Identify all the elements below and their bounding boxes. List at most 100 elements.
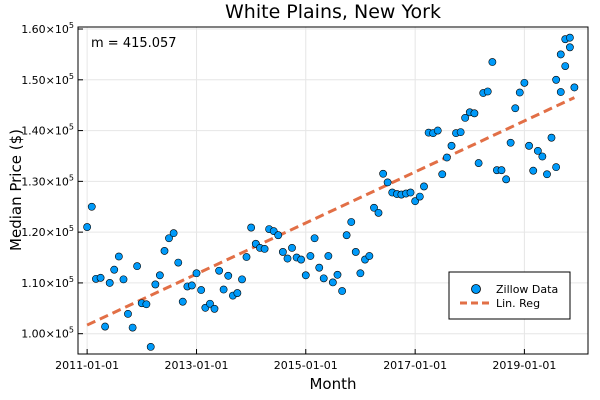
data-point xyxy=(383,178,392,187)
data-point xyxy=(219,285,228,294)
data-point xyxy=(556,50,565,59)
data-point xyxy=(110,265,119,274)
data-point xyxy=(119,275,128,284)
data-point xyxy=(483,87,492,96)
plot-frame xyxy=(77,26,589,355)
data-point xyxy=(461,113,470,122)
data-point xyxy=(105,279,114,287)
legend: Zillow Data Lin. Reg xyxy=(448,271,571,320)
data-point xyxy=(319,274,328,283)
data-point xyxy=(442,153,451,162)
data-point xyxy=(260,244,269,253)
data-point xyxy=(338,287,347,295)
x-axis-label: Month xyxy=(309,375,356,393)
data-point xyxy=(274,231,283,240)
data-point xyxy=(101,322,109,331)
data-point xyxy=(525,141,533,150)
data-point xyxy=(370,203,378,212)
data-point xyxy=(215,266,224,275)
data-point xyxy=(128,323,137,332)
data-point xyxy=(297,255,306,264)
data-point xyxy=(233,289,242,297)
tick-layer: 2011-01-01 2013-01-01 2015-01-01 2017-01-01… xyxy=(21,21,556,372)
data-point xyxy=(552,163,561,172)
data-point xyxy=(497,166,506,175)
data-point xyxy=(379,169,388,178)
x-tick-label: 2013-01-01 xyxy=(165,359,229,372)
data-point xyxy=(570,83,579,92)
data-point xyxy=(543,170,551,179)
regression-line xyxy=(86,96,576,327)
y-tick-label: 1.50×105 xyxy=(21,72,74,87)
data-point xyxy=(197,286,206,294)
x-tick-label: 2011-01-01 xyxy=(55,359,119,372)
data-point xyxy=(515,88,524,97)
legend-label-zillow: Zillow Data xyxy=(496,283,558,296)
y-tick-label: 1.20×105 xyxy=(21,224,74,239)
data-point xyxy=(142,300,151,309)
data-point xyxy=(224,271,233,280)
data-point xyxy=(133,262,142,271)
y-tick-label: 1.10×105 xyxy=(21,275,74,290)
data-point xyxy=(474,159,483,167)
data-point xyxy=(533,146,542,155)
data-point xyxy=(565,43,574,52)
data-point xyxy=(165,234,173,243)
data-point xyxy=(511,104,520,113)
data-point xyxy=(506,138,515,147)
data-point xyxy=(333,270,342,279)
x-tick-label: 2015-01-01 xyxy=(274,359,338,372)
data-point xyxy=(174,258,183,267)
data-point xyxy=(206,299,214,308)
data-point xyxy=(210,304,219,313)
data-point xyxy=(242,253,251,261)
data-point xyxy=(187,281,196,290)
data-point xyxy=(415,192,424,201)
legend-box xyxy=(448,271,571,320)
data-point xyxy=(114,252,123,261)
y-tick-label: 1.00×105 xyxy=(21,326,74,341)
data-point xyxy=(556,88,565,96)
data-point xyxy=(160,247,169,255)
data-point xyxy=(169,229,178,238)
data-point xyxy=(406,188,415,197)
data-point xyxy=(83,223,92,231)
data-point xyxy=(433,126,442,135)
data-point xyxy=(547,133,556,142)
data-point xyxy=(151,280,160,289)
data-point xyxy=(365,252,374,260)
data-point xyxy=(347,218,356,226)
data-point xyxy=(470,109,479,118)
series-layer xyxy=(83,33,579,351)
data-point xyxy=(146,342,155,351)
data-point xyxy=(420,182,428,191)
x-tick-label: 2017-01-01 xyxy=(383,359,447,372)
data-point xyxy=(328,278,337,287)
data-point xyxy=(356,269,365,278)
data-point xyxy=(301,271,310,280)
data-point xyxy=(238,275,246,284)
data-point xyxy=(155,271,164,280)
data-point xyxy=(288,243,296,252)
data-point xyxy=(502,175,511,184)
data-point xyxy=(124,309,132,318)
data-point xyxy=(529,166,538,175)
data-point xyxy=(538,152,547,161)
data-point xyxy=(520,78,529,87)
data-point xyxy=(411,197,420,206)
data-point xyxy=(552,75,561,84)
data-point xyxy=(565,33,574,42)
y-axis-label: Median Price ($) xyxy=(7,129,25,251)
data-point xyxy=(438,170,447,179)
data-point xyxy=(247,223,256,232)
data-point xyxy=(488,58,497,66)
legend-label-linreg: Lin. Reg xyxy=(496,297,540,310)
data-point xyxy=(561,62,570,70)
y-tick-label: 1.30×105 xyxy=(21,173,74,188)
data-point xyxy=(447,141,456,150)
chart-title: White Plains, New York xyxy=(225,1,441,23)
data-point xyxy=(310,234,319,243)
data-point xyxy=(306,252,315,260)
grid-layer xyxy=(78,27,588,354)
